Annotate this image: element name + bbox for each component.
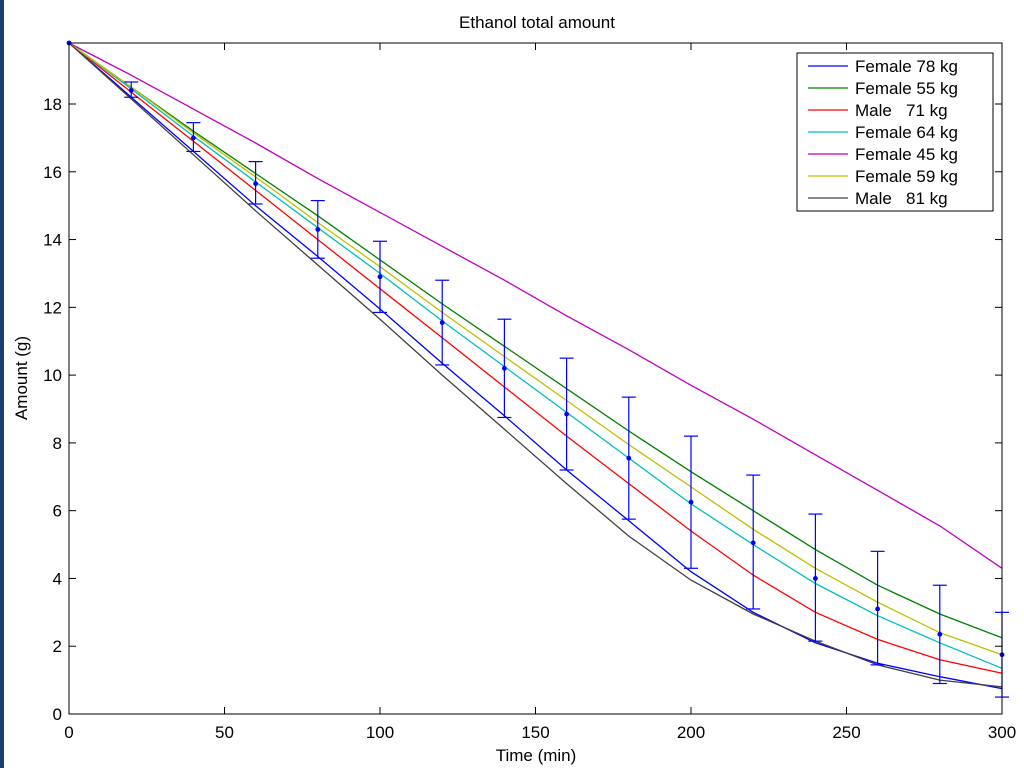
- y-tick-label-4: 8: [53, 434, 62, 453]
- mean-point-7: [502, 365, 507, 371]
- mean-point-10: [688, 499, 694, 505]
- legend: Female 78 kg Female 55 kg Male 71 kg Female…: [796, 52, 994, 212]
- x-tick-label-1: 50: [215, 723, 234, 742]
- mean-point-11: [750, 540, 756, 546]
- legend-box: [796, 52, 994, 212]
- chart-title: Ethanol total amount: [459, 13, 615, 32]
- series-line-6: [68, 42, 1003, 656]
- mean-point-1: [128, 88, 134, 93]
- mean-point-2: [191, 135, 196, 141]
- y-tick-label-2: 4: [53, 569, 62, 588]
- x-tick-label-2: 100: [366, 723, 394, 742]
- mean-point-14: [937, 631, 943, 637]
- mean-point-13: [875, 606, 880, 612]
- legend-label-3: Male 71 kg: [855, 101, 948, 120]
- x-tick-label-4: 200: [677, 723, 705, 742]
- legend-label-5: Female 45 kg: [855, 145, 958, 164]
- y-tick-label-0: 0: [53, 705, 62, 724]
- y-tick-label-1: 2: [53, 637, 62, 656]
- y-tick-label-5: 10: [43, 366, 62, 385]
- legend-label-7: Male 81 kg: [855, 189, 948, 208]
- series-line-4: [68, 42, 1003, 669]
- mean-point-5: [377, 274, 383, 280]
- series-line-5: [68, 42, 1003, 569]
- series-line-2: [68, 42, 1003, 639]
- legend-label-2: Female 55 kg: [855, 79, 958, 98]
- series-line-7: [68, 42, 1003, 688]
- legend-label-1: Female 78 kg: [855, 57, 958, 76]
- mean-point-12: [813, 576, 818, 581]
- legend-label-6: Female 59 kg: [855, 167, 958, 186]
- y-axis-title: Amount (g): [12, 336, 31, 420]
- x-tick-label-6: 300: [988, 723, 1016, 742]
- y-tick-label-9: 18: [43, 95, 62, 114]
- series-line-3: [68, 42, 1003, 674]
- x-tick-label-5: 250: [832, 723, 860, 742]
- mean-point-3: [253, 181, 258, 187]
- series-layer: [68, 42, 1003, 690]
- tick-layer: 0 50 100 150 200 250 300 0 2 4 6 8 10 12 14 16 18: [43, 43, 1016, 742]
- x-axis-title: Time (min): [496, 746, 577, 765]
- mean-point-4: [315, 226, 321, 232]
- x-tick-label-0: 0: [64, 723, 73, 742]
- legend-label-4: Female 64 kg: [855, 123, 958, 142]
- y-tick-label-7: 14: [43, 231, 62, 250]
- mean-point-9: [626, 455, 632, 461]
- mean-point-6: [439, 320, 445, 325]
- y-tick-label-6: 12: [43, 298, 62, 317]
- error-bar-layer: [66, 40, 1009, 698]
- x-tick-label-3: 150: [521, 723, 549, 742]
- y-tick-label-3: 6: [53, 502, 62, 521]
- mean-point-8: [564, 411, 569, 417]
- left-edge-strip: [0, 0, 4, 768]
- y-tick-label-8: 16: [43, 163, 62, 182]
